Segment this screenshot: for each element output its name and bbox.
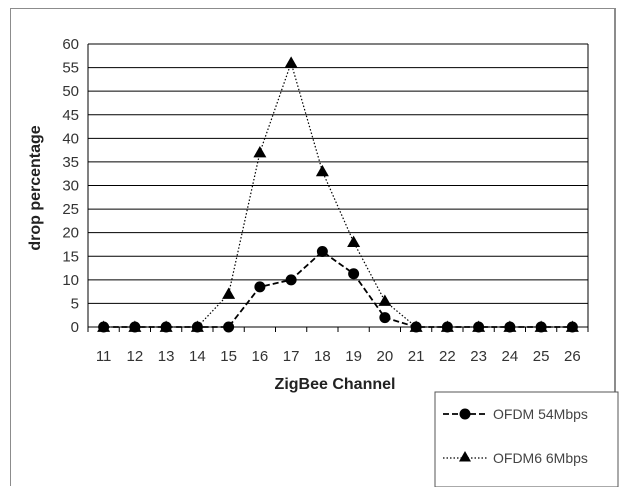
x-tick-label-16: 16 bbox=[252, 348, 269, 365]
series-ofdm-54mbps bbox=[98, 246, 578, 333]
y-tick-label-15: 15 bbox=[62, 248, 79, 265]
data-point-ofdm6-6mbps-22 bbox=[440, 320, 454, 332]
data-point-ofdm6-6mbps-12 bbox=[128, 320, 142, 332]
data-point-ofdm6-6mbps-25 bbox=[534, 320, 548, 332]
data-point-ofdm6-6mbps-21 bbox=[409, 320, 423, 332]
x-tick-label-25: 25 bbox=[533, 348, 550, 365]
x-tick-label-19: 19 bbox=[345, 348, 362, 365]
series-ofdm6-6mbps bbox=[97, 56, 579, 332]
x-tick-label-26: 26 bbox=[564, 348, 581, 365]
data-point-ofdm-54mbps-16 bbox=[254, 281, 266, 293]
y-tick-label-20: 20 bbox=[62, 225, 79, 242]
x-tick-label-21: 21 bbox=[408, 348, 425, 365]
data-point-ofdm6-6mbps-17 bbox=[284, 56, 298, 68]
x-tick-label-23: 23 bbox=[470, 348, 487, 365]
data-point-ofdm-54mbps-17 bbox=[285, 274, 297, 286]
data-point-ofdm6-6mbps-18 bbox=[315, 164, 329, 177]
data-point-ofdm6-6mbps-24 bbox=[503, 320, 517, 332]
y-tick-labels: 0 5 10 15 20 25 30 35 40 45 50 55 60 bbox=[62, 36, 79, 336]
legend-label-ofdm-54mbps: OFDM 54Mbps bbox=[493, 406, 588, 422]
grid-lines bbox=[88, 43, 588, 304]
legend-marker-circle bbox=[459, 408, 471, 420]
y-tick-label-0: 0 bbox=[71, 319, 79, 336]
x-tick-label-12: 12 bbox=[127, 348, 144, 365]
legend: OFDM 54Mbps OFDM6 6Mbps bbox=[434, 391, 619, 487]
data-point-ofdm-54mbps-19 bbox=[348, 268, 360, 280]
y-tick-label-10: 10 bbox=[62, 272, 79, 289]
y-tick-label-5: 5 bbox=[71, 295, 79, 312]
data-point-ofdm6-6mbps-15 bbox=[222, 287, 236, 299]
data-point-ofdm-54mbps-15 bbox=[223, 321, 235, 333]
data-point-ofdm6-6mbps-26 bbox=[565, 320, 579, 332]
x-tick-label-11: 11 bbox=[96, 348, 112, 365]
y-tick-label-40: 40 bbox=[62, 130, 79, 147]
x-tick-label-20: 20 bbox=[377, 348, 394, 365]
x-tick-label-24: 24 bbox=[502, 348, 519, 365]
x-tick-labels: 11 12 13 14 15 16 17 18 19 20 21 22 23 24 25 26 bbox=[96, 348, 581, 365]
y-tick-label-60: 60 bbox=[62, 36, 79, 53]
data-point-ofdm-54mbps-20 bbox=[379, 312, 391, 324]
x-tick-label-18: 18 bbox=[314, 348, 331, 365]
legend-label-ofdm6-6mbps: OFDM6 6Mbps bbox=[493, 450, 588, 466]
data-point-ofdm6-6mbps-16 bbox=[253, 145, 267, 158]
x-tick-label-13: 13 bbox=[158, 348, 175, 365]
y-axis-title: drop percentage bbox=[27, 125, 44, 250]
y-tick-label-45: 45 bbox=[62, 107, 79, 124]
y-tick-label-30: 30 bbox=[62, 178, 79, 195]
data-point-ofdm6-6mbps-19 bbox=[347, 235, 361, 247]
series-line-ofdm6-6mbps bbox=[103, 60, 573, 328]
data-point-ofdm-54mbps-18 bbox=[316, 246, 328, 258]
series-group bbox=[97, 56, 579, 333]
legend-box bbox=[434, 391, 619, 487]
legend-marker-triangle bbox=[459, 451, 471, 462]
y-tick-label-35: 35 bbox=[62, 154, 79, 171]
data-point-ofdm6-6mbps-20 bbox=[378, 294, 392, 306]
series-line-ofdm-54mbps bbox=[103, 250, 573, 328]
data-point-ofdm6-6mbps-14 bbox=[190, 320, 204, 332]
data-point-ofdm6-6mbps-13 bbox=[159, 320, 173, 332]
x-tick-label-22: 22 bbox=[439, 348, 456, 365]
x-axis-title: ZigBee Channel bbox=[275, 376, 396, 393]
x-tick-label-15: 15 bbox=[220, 348, 237, 365]
x-tick-label-17: 17 bbox=[283, 348, 300, 365]
axes bbox=[87, 43, 589, 332]
data-point-ofdm6-6mbps-23 bbox=[472, 320, 486, 332]
data-point-ofdm6-6mbps-11 bbox=[97, 320, 111, 332]
y-tick-label-50: 50 bbox=[62, 83, 79, 100]
y-tick-label-55: 55 bbox=[62, 60, 79, 77]
y-tick-label-25: 25 bbox=[62, 201, 79, 218]
x-tick-label-14: 14 bbox=[189, 348, 206, 365]
